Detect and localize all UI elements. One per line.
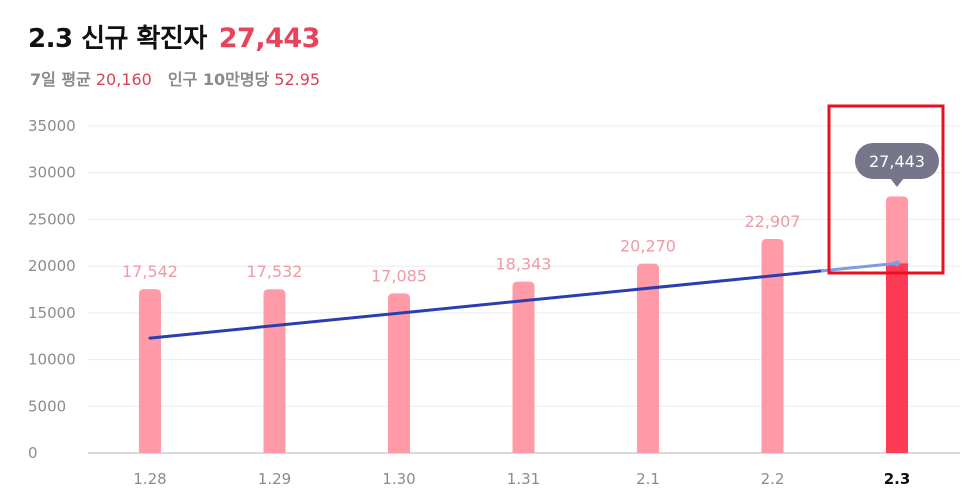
per-capita-label: 인구 10만명당: [167, 70, 270, 89]
x-tick-label: 2.2: [761, 470, 785, 488]
tooltip-bubble: [855, 143, 939, 179]
bar-value-label: 18,343: [496, 255, 552, 274]
chart-header: 2.3 신규 확진자 27,443: [28, 18, 320, 55]
new-cases-total: 27,443: [218, 23, 321, 54]
trend-line: [148, 269, 824, 340]
bar-value-label: 22,907: [745, 212, 801, 231]
y-tick-label: 5000: [28, 397, 66, 415]
y-tick-label: 15000: [28, 304, 76, 322]
tooltip-pointer: [890, 178, 904, 187]
x-tick-label: 2.1: [636, 470, 660, 488]
x-tick-label: 1.29: [258, 470, 291, 488]
avg-value: 20,160: [95, 70, 152, 89]
bar: [388, 293, 410, 453]
y-tick-label: 25000: [28, 210, 76, 228]
bar-highlight-top: [886, 196, 908, 264]
bar: [263, 289, 286, 453]
avg-label: 7일 평균: [30, 70, 91, 89]
bar-value-label: 20,270: [620, 237, 676, 256]
x-tick-label: 1.30: [382, 470, 415, 488]
chart-subtitle: 7일 평균 20,160 인구 10만명당 52.95: [30, 66, 320, 90]
x-tick-label: 1.31: [507, 470, 540, 488]
x-tick-label: 2.3: [884, 470, 911, 488]
y-tick-label: 0: [28, 444, 38, 462]
bar-value-label: 17,085: [371, 266, 427, 285]
highlight-box: [827, 104, 945, 275]
trend-line-endpoint: [894, 260, 900, 267]
bar: [761, 238, 784, 453]
bar: [512, 281, 535, 453]
y-tick-label: 30000: [28, 164, 76, 182]
bar: [139, 289, 161, 453]
bar: [637, 263, 659, 453]
trend-line-tail: [821, 261, 899, 273]
per-capita-value: 52.95: [274, 70, 321, 89]
y-tick-label: 10000: [28, 351, 76, 369]
tooltip-value: 27,443: [869, 152, 925, 171]
x-tick-label: 1.28: [133, 470, 166, 488]
y-tick-label: 35000: [28, 117, 76, 135]
y-tick-label: 20000: [28, 257, 76, 275]
page-title: 2.3 신규 확진자: [28, 24, 207, 54]
bar-value-label: 17,542: [122, 262, 178, 281]
bar-value-label: 17,532: [247, 262, 303, 281]
